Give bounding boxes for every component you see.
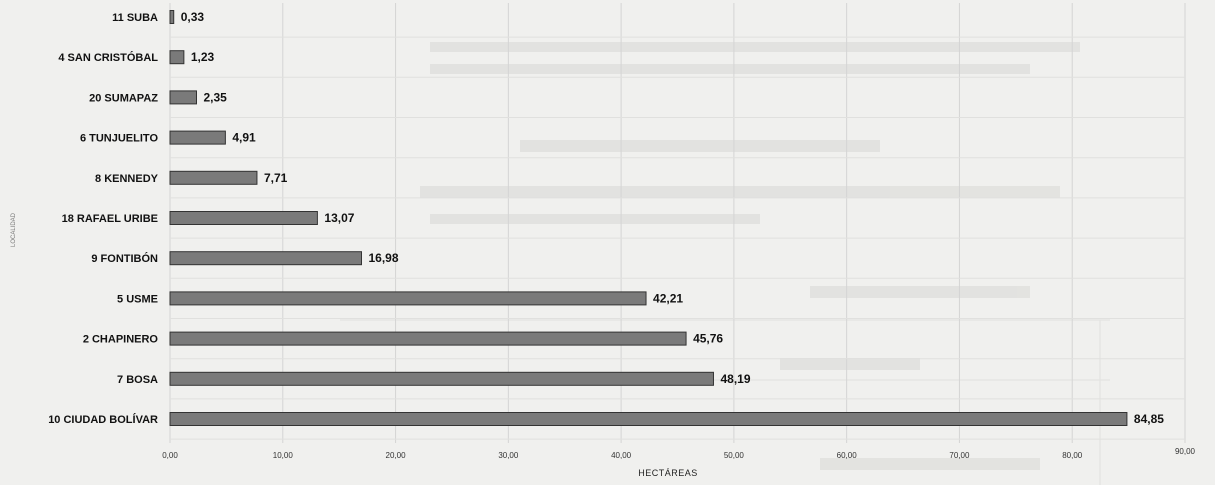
bar: [169, 130, 226, 145]
category-label: 20 SUMAPAZ: [89, 92, 158, 104]
grid-lines: [169, 3, 1186, 443]
category-label: 7 BOSA: [117, 374, 158, 386]
bar: [169, 50, 185, 65]
category-label: 8 KENNEDY: [95, 173, 159, 185]
bar: [169, 412, 1128, 426]
category-label: 4 SAN CRISTÓBAL: [58, 51, 158, 64]
x-tick-label: 10,00: [273, 451, 294, 460]
category-labels: 11 SUBA 4 SAN CRISTÓBAL 20 SUMAPAZ 6 TUNJUE…: [48, 12, 158, 426]
category-label: 2 CHAPINERO: [83, 334, 159, 346]
value-label: 0,33: [181, 10, 205, 24]
bars-group: [169, 10, 1128, 426]
value-label: 45,76: [693, 332, 723, 346]
x-tick-label: 0,00: [162, 451, 178, 460]
category-label: 6 TUNJUELITO: [80, 133, 158, 145]
value-label: 1,23: [191, 50, 215, 64]
category-label: 9 FONTIBÓN: [91, 252, 158, 265]
bar: [169, 170, 258, 185]
value-label: 42,21: [653, 291, 683, 305]
value-label: 13,07: [324, 211, 354, 225]
x-tick-label: 80,00: [1062, 451, 1083, 460]
x-tick-label: 40,00: [611, 451, 632, 460]
x-tick-label: 90,00: [1175, 447, 1196, 456]
x-tick-label: 50,00: [724, 451, 745, 460]
x-axis-title: HECTÁREAS: [638, 468, 698, 478]
category-label: 5 USME: [117, 293, 158, 305]
x-tick-labels: 0,00 10,00 20,00 30,00 40,00 50,00 60,00 70,00 8…: [162, 447, 1195, 460]
value-label: 48,19: [720, 372, 750, 386]
value-label: 7,71: [264, 171, 288, 185]
category-label: 10 CIUDAD BOLÍVAR: [48, 413, 158, 426]
value-label: 84,85: [1134, 412, 1164, 426]
bar: [169, 10, 175, 24]
value-label: 2,35: [204, 90, 228, 104]
x-tick-label: 30,00: [498, 451, 519, 460]
y-axis-title: LOCALIDAD: [11, 212, 17, 247]
bar: [169, 371, 714, 386]
bar: [169, 331, 687, 346]
x-tick-label: 60,00: [837, 451, 858, 460]
bar: [169, 211, 318, 225]
x-tick-label: 20,00: [386, 451, 407, 460]
value-label: 16,98: [368, 251, 398, 265]
x-tick-label: 70,00: [949, 451, 970, 460]
category-label: 11 SUBA: [112, 12, 158, 24]
value-labels: 0,33 1,23 2,35 4,91 7,71 13,07 16,98 42,21 45,76…: [181, 10, 1165, 426]
bar: [169, 251, 362, 266]
category-label: 18 RAFAEL URIBE: [62, 213, 158, 225]
bar: [169, 291, 647, 306]
value-label: 4,91: [232, 131, 256, 145]
bar: [169, 90, 198, 105]
